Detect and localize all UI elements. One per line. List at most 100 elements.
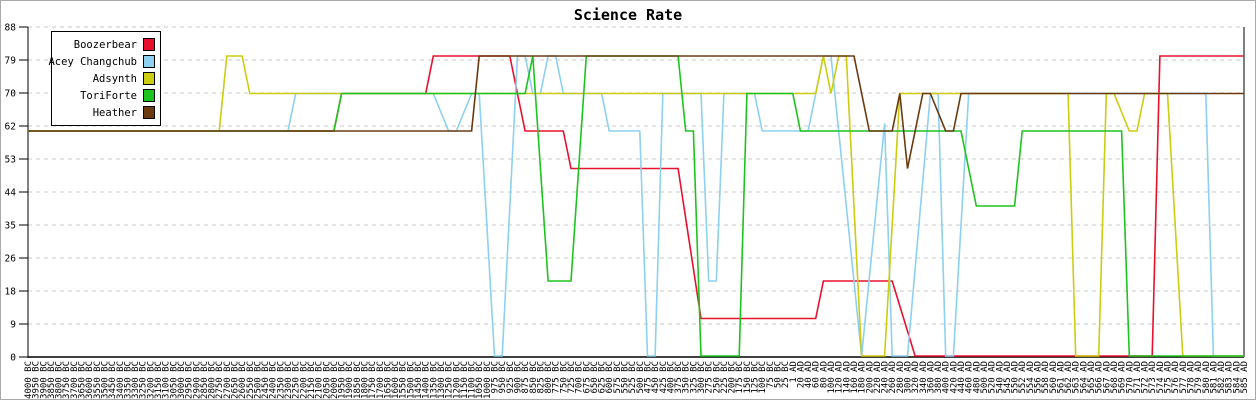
x-axis-label: 552 AD (1018, 361, 1028, 394)
y-axis-label: 44 (5, 188, 17, 199)
x-axis-label: 400 BC (666, 361, 676, 394)
y-axis-label: 53 (5, 155, 16, 166)
x-axis-label: 550 AD (1011, 361, 1021, 394)
x-axis-label: 140 AD (842, 361, 852, 394)
x-axis-label: 340 AD (919, 361, 929, 394)
x-axis-label: 725 BC (567, 361, 577, 394)
x-axis-label: 1 AD (789, 361, 799, 383)
x-axis-label: 554 AD (1026, 361, 1036, 394)
x-axis-label: 1650 BC (383, 361, 393, 399)
x-axis-label: 50 BC (773, 361, 783, 388)
x-axis-label: 450 BC (651, 361, 661, 394)
x-axis-label: 2400 BC (269, 361, 279, 399)
x-axis-label: 3150 BC (154, 361, 164, 399)
legend-swatch (143, 89, 155, 102)
y-axis-label: 0 (10, 353, 16, 364)
x-axis-label: 568 AD (1110, 361, 1120, 394)
x-axis-label: 1450 BC (414, 361, 424, 399)
y-axis-label: 18 (5, 287, 17, 298)
legend-swatch (143, 106, 155, 119)
x-axis-label: 100 BC (758, 361, 768, 394)
x-axis-label: 2950 BC (185, 361, 195, 399)
x-axis-label: 525 BC (628, 361, 638, 394)
x-axis-label: 3250 BC (139, 361, 149, 399)
x-axis-label: 2650 BC (230, 361, 240, 399)
x-axis-label: 800 BC (544, 361, 554, 394)
x-axis-label: 120 AD (835, 361, 845, 394)
x-axis-label: 3600 BC (85, 361, 95, 399)
x-axis-label: 150 BC (743, 361, 753, 394)
x-axis-label: 576 AD (1171, 361, 1181, 394)
x-axis-label: 567 AD (1102, 361, 1112, 394)
x-axis-label: 1600 BC (391, 361, 401, 399)
x-axis-label: 2100 BC (315, 361, 325, 399)
legend-entry: Adsynth (52, 70, 155, 87)
series-line-toriforte (28, 55, 1244, 357)
legend-label: Boozerbear (73, 38, 137, 51)
x-axis-label: 2250 BC (292, 361, 302, 399)
legend-swatch (143, 55, 155, 68)
x-axis-label: 300 BC (697, 361, 707, 394)
y-axis-label: 88 (5, 23, 17, 34)
x-axis-label: 325 BC (689, 361, 699, 394)
x-axis-label: 558 AD (1041, 361, 1051, 394)
x-axis-label: 573 AD (1148, 361, 1158, 394)
x-axis-label: 562 AD (1064, 361, 1074, 394)
x-axis-label: 125 BC (751, 361, 761, 394)
x-axis-label: 3050 BC (169, 361, 179, 399)
x-axis-label: 3900 BC (39, 361, 49, 399)
legend-entry: Acey Changchub (48, 53, 155, 70)
x-axis-label: 584 AD (1232, 361, 1242, 394)
x-axis-label: 3100 BC (162, 361, 172, 399)
x-axis-label: 2500 BC (253, 361, 263, 399)
series-line-heather (28, 55, 1244, 169)
x-axis-label: 581 AD (1209, 361, 1219, 394)
x-axis-label: 460 AD (965, 361, 975, 394)
x-axis-label: 375 BC (674, 361, 684, 394)
x-axis-label: 440 AD (957, 361, 967, 394)
x-axis-label: 700 BC (575, 361, 585, 394)
x-axis-label: 80 AD (819, 361, 829, 388)
x-axis-label: 3750 BC (62, 361, 72, 399)
x-axis-label: 3700 BC (70, 361, 80, 399)
x-axis-label: 3950 BC (32, 361, 42, 399)
x-axis-label: 2000 BC (330, 361, 340, 399)
x-axis-label: 240 AD (881, 361, 891, 394)
x-axis-label: 578 AD (1186, 361, 1196, 394)
x-axis-label: 585 AD (1240, 361, 1250, 394)
x-axis-label: 4000 BC (24, 361, 34, 399)
x-axis-label: 540 AD (995, 361, 1005, 394)
x-axis-label: 2350 BC (276, 361, 286, 399)
y-axis-label: 35 (5, 221, 16, 232)
x-axis-label: 3800 BC (55, 361, 65, 399)
x-axis-label: 3450 BC (108, 361, 118, 399)
x-axis-label: 1850 BC (353, 361, 363, 399)
x-axis-label: 2750 BC (215, 361, 225, 399)
x-axis-label: 400 AD (942, 361, 952, 394)
x-axis-label: 550 BC (621, 361, 631, 394)
x-axis-label: 250 BC (712, 361, 722, 394)
x-axis-label: 2050 BC (322, 361, 332, 399)
x-axis-label: 2300 BC (284, 361, 294, 399)
x-axis-label: 160 AD (850, 361, 860, 394)
legend-label: Heather (92, 106, 137, 119)
x-axis-label: 3400 BC (116, 361, 126, 399)
x-axis-label: 582 AD (1217, 361, 1227, 394)
x-axis-label: 850 BC (529, 361, 539, 394)
x-axis-label: 3200 BC (146, 361, 156, 399)
x-axis-label: 60 AD (812, 361, 822, 388)
x-axis-label: 500 BC (636, 361, 646, 394)
x-axis-label: 675 BC (582, 361, 592, 394)
x-axis-label: 570 AD (1125, 361, 1135, 394)
x-axis-label: 825 BC (536, 361, 546, 394)
x-axis-label: 545 AD (1003, 361, 1013, 394)
x-axis-label: 2200 BC (299, 361, 309, 399)
legend-swatch (143, 38, 155, 51)
legend-entry: ToriForte (52, 87, 155, 104)
x-axis-label: 560 AD (1049, 361, 1059, 394)
x-axis-label: 561 AD (1056, 361, 1066, 394)
x-axis-label: 925 BC (506, 361, 516, 394)
x-axis-label: 1350 BC (429, 361, 439, 399)
x-axis-label: 2150 BC (307, 361, 317, 399)
x-axis-label: 1500 BC (406, 361, 416, 399)
